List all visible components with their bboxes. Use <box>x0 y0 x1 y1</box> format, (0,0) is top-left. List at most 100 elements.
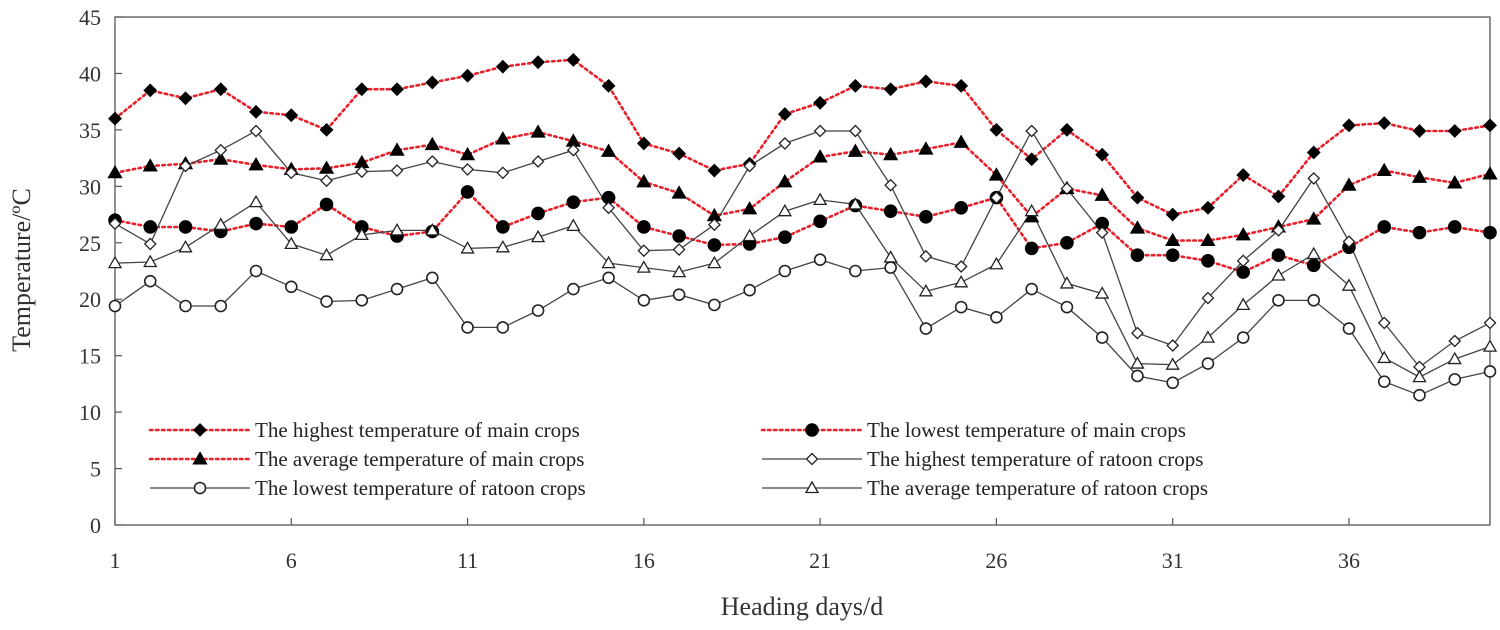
series-4-point <box>214 143 228 157</box>
series-1-point <box>918 74 933 89</box>
series-2-point <box>284 220 299 234</box>
series-4-point <box>1025 124 1039 138</box>
series-6-point <box>425 223 440 236</box>
series-5-point <box>672 288 686 302</box>
series-4-point <box>1166 339 1180 352</box>
series-6-point <box>566 218 581 231</box>
series-1-point <box>1024 152 1039 167</box>
series-5-point <box>849 264 862 278</box>
series-4-point <box>848 124 862 138</box>
series-3-point <box>1341 177 1357 191</box>
x-tick-label: 11 <box>457 548 478 573</box>
series-1-point <box>531 55 545 70</box>
series-6-point <box>389 223 405 236</box>
series-3-point <box>741 201 758 215</box>
series-5-point <box>1025 282 1038 296</box>
x-tick-label: 21 <box>809 548 831 573</box>
series-3-point <box>389 142 405 156</box>
series-5-point <box>1131 369 1144 383</box>
series-2-point <box>178 220 193 234</box>
series-2-point <box>1165 248 1180 262</box>
series-2-point <box>778 230 792 244</box>
y-tick-label: 40 <box>79 61 101 86</box>
series-1-point <box>354 82 369 97</box>
series-3-point <box>1094 187 1110 201</box>
series-4-point <box>989 191 1003 205</box>
series-3-point <box>530 124 546 138</box>
series-5-point <box>1483 365 1497 378</box>
series-6-point <box>248 194 264 208</box>
series-4-point <box>1131 326 1144 340</box>
series-1-point <box>1483 118 1497 133</box>
series-1-point <box>108 111 122 126</box>
series-6-point <box>460 241 475 254</box>
series-2-point <box>813 214 827 229</box>
series-4-point <box>672 243 686 256</box>
series-6-point <box>1095 286 1110 299</box>
series-5-point <box>1201 357 1215 370</box>
y-tick-label: 25 <box>79 231 101 256</box>
series-4-point <box>884 178 898 192</box>
series-4-point <box>1236 254 1250 268</box>
series-3-point <box>142 158 158 172</box>
series-6-point <box>1130 356 1145 369</box>
series-5-point <box>1307 294 1321 307</box>
series-1-point <box>319 122 334 137</box>
plot-border <box>114 16 1491 526</box>
series-6-point <box>1377 350 1392 364</box>
series-5-point <box>1095 331 1109 344</box>
series-5-point <box>426 271 439 285</box>
series-6-point <box>1236 297 1251 311</box>
series-4-point <box>566 143 580 157</box>
series-3-point <box>1306 211 1322 225</box>
series-3-point <box>1235 227 1251 241</box>
legend-swatch-marker <box>192 451 208 465</box>
series-1-point <box>495 59 510 74</box>
series-6-point <box>1412 369 1427 383</box>
series-1-point <box>566 52 581 67</box>
series-4-point <box>461 162 474 176</box>
series-3-point <box>107 164 123 179</box>
series-1-point <box>954 78 969 93</box>
y-tick-label: 35 <box>79 118 101 143</box>
legend-label: The average temperature of main crops <box>255 447 584 471</box>
series-3-point <box>812 149 828 163</box>
y-tick-label: 15 <box>79 344 101 369</box>
series-4-point <box>108 217 122 231</box>
series-5-point <box>496 321 510 334</box>
series-2-point <box>919 210 933 224</box>
series-4-point <box>496 166 510 180</box>
series-5-point <box>284 280 298 294</box>
series-2-point <box>672 229 686 243</box>
series-5-point <box>884 261 897 274</box>
series-5-point <box>143 274 157 288</box>
legend-label: The highest temperature of main crops <box>255 418 580 442</box>
series-3-point <box>918 141 934 155</box>
series-2-point <box>1412 225 1427 240</box>
series-1-point <box>989 122 1004 137</box>
y-tick-label: 30 <box>79 174 101 199</box>
series-1-point <box>672 146 687 161</box>
series-6-point <box>143 254 158 268</box>
series-4-point <box>320 174 333 188</box>
series-1-point <box>1271 189 1286 204</box>
series-4-point <box>954 260 968 273</box>
series-2-point <box>707 238 722 252</box>
series-4-point <box>355 165 369 179</box>
series-2-point <box>496 220 510 234</box>
series-2-point <box>1060 235 1074 250</box>
series-6-point <box>1059 276 1075 289</box>
series-5-point <box>602 271 615 285</box>
series-4-point <box>637 244 651 258</box>
series-5-point <box>1342 322 1356 335</box>
series-3-point <box>636 174 652 188</box>
series-1-point <box>284 108 299 123</box>
series-3-point <box>248 157 264 171</box>
series-1-point <box>425 75 440 90</box>
series-1-point <box>1201 200 1215 215</box>
series-3-point <box>1447 175 1463 189</box>
series-4-point <box>1448 334 1462 348</box>
series-6-point <box>354 227 369 241</box>
series-5-point <box>567 282 580 296</box>
